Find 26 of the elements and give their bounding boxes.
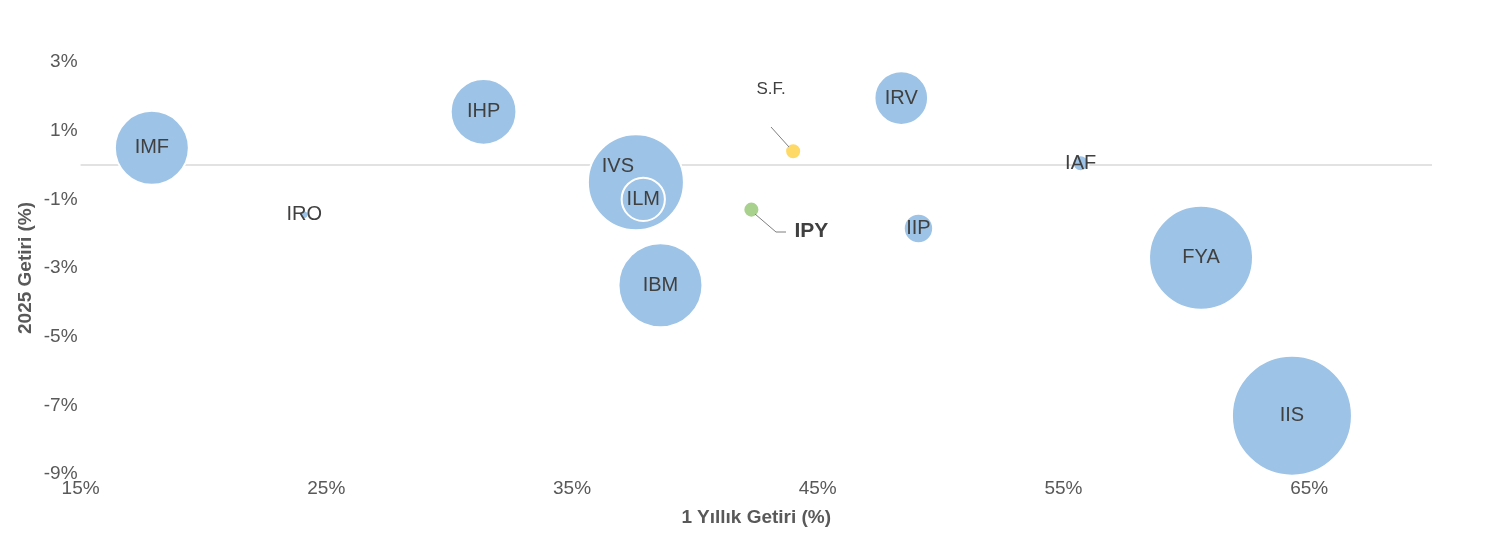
series-label: IIP — [906, 216, 931, 239]
series-label: FYA — [1182, 245, 1221, 268]
x-axis-title: 1 Yıllık Getiri (%) — [681, 506, 832, 528]
y-tick-label: -7% — [43, 393, 78, 415]
y-tick-label: 3% — [50, 50, 78, 72]
series-label: IMF — [134, 135, 170, 158]
x-tick-label: 25% — [307, 476, 346, 498]
x-tick-label: 45% — [798, 476, 837, 498]
y-tick-label: 1% — [50, 118, 78, 140]
series-label: IRV — [884, 85, 919, 108]
series-label: IIS — [1279, 403, 1305, 426]
y-axis-title: 2025 Getiri (%) — [13, 202, 35, 334]
series-label: IHP — [466, 99, 501, 122]
x-tick-label: 65% — [1290, 476, 1329, 498]
series-label: IBM — [642, 272, 679, 295]
y-tick-label: -3% — [43, 256, 78, 278]
y-tick-label: -1% — [43, 187, 78, 209]
series-label: IAF — [1065, 150, 1097, 173]
series-label: IRO — [286, 202, 322, 225]
x-tick-label: 35% — [552, 476, 592, 498]
y-tick-label: -5% — [43, 324, 78, 346]
series-label: IPY — [794, 218, 829, 242]
series-label: IVS — [601, 153, 635, 176]
x-tick-label: 55% — [1044, 476, 1083, 498]
text: S.F. — [756, 78, 786, 98]
series-label: ILM — [626, 186, 660, 209]
